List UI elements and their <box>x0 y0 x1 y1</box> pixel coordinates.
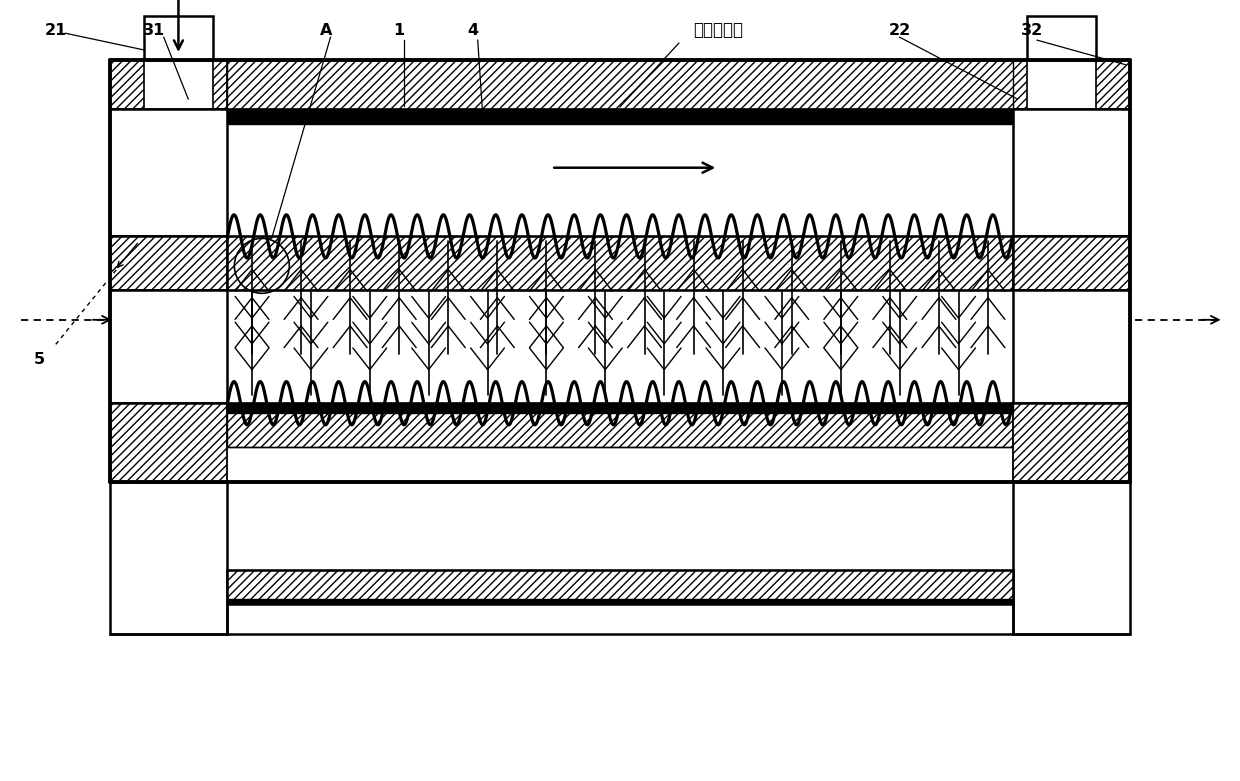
Bar <box>110 237 227 291</box>
Bar <box>110 482 227 634</box>
Text: 4: 4 <box>467 23 479 37</box>
Bar <box>144 16 213 60</box>
Bar <box>227 600 1013 604</box>
Bar <box>227 123 1013 237</box>
Bar <box>227 403 1013 413</box>
Bar <box>227 291 1013 403</box>
Bar <box>1027 16 1096 60</box>
Text: 22: 22 <box>889 23 911 37</box>
Bar <box>227 570 1013 604</box>
Bar <box>227 403 1013 448</box>
Bar <box>1013 482 1130 634</box>
Text: 1: 1 <box>393 23 404 37</box>
Bar <box>1013 237 1130 291</box>
Bar <box>227 448 1013 482</box>
Bar <box>227 237 1013 291</box>
Bar <box>144 60 213 109</box>
Text: 31: 31 <box>143 23 165 37</box>
Bar <box>227 109 1013 123</box>
Bar <box>227 604 1013 634</box>
Text: A: A <box>320 23 332 37</box>
Bar <box>1027 60 1096 109</box>
Text: 变色油墨层: 变色油墨层 <box>693 21 743 39</box>
Bar <box>1013 60 1130 109</box>
Bar <box>110 60 227 109</box>
Text: 32: 32 <box>1021 23 1043 37</box>
Bar <box>110 403 227 482</box>
Bar <box>227 60 1013 109</box>
Bar <box>227 570 1013 600</box>
Text: 21: 21 <box>45 23 67 37</box>
Bar <box>1013 403 1130 482</box>
Text: 5: 5 <box>33 351 45 366</box>
